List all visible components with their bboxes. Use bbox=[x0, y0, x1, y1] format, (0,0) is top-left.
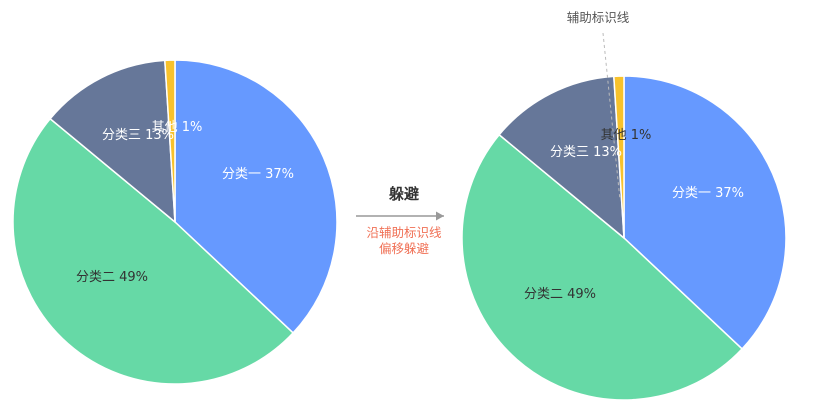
guide-line-title: 辅助标识线 bbox=[567, 10, 630, 25]
slice-other bbox=[613, 75, 625, 239]
label-category-1: 分类一 37% bbox=[672, 186, 744, 201]
transition-arrow: 躲避 沿辅助标识线 偏移躲避 bbox=[356, 185, 444, 256]
slice-category-3 bbox=[498, 75, 625, 240]
label-category-3: 分类三 13% bbox=[102, 128, 174, 143]
slice-category-2 bbox=[12, 117, 295, 385]
label-other: 其他 1% bbox=[152, 120, 203, 135]
arrow-subtitle-line-1: 沿辅助标识线 bbox=[366, 225, 442, 240]
slice-category-3 bbox=[49, 59, 176, 224]
label-category-1: 分类一 37% bbox=[222, 167, 294, 182]
guide-line bbox=[602, 32, 621, 201]
label-other: 其他 1% bbox=[601, 128, 652, 143]
label-category-3: 分类三 13% bbox=[550, 145, 622, 160]
arrow-title: 躲避 bbox=[389, 185, 419, 203]
slice-category-1 bbox=[623, 75, 787, 350]
slice-category-2 bbox=[461, 133, 744, 401]
label-category-2: 分类二 49% bbox=[76, 270, 148, 285]
arrow-head-icon bbox=[436, 211, 444, 221]
slice-category-1 bbox=[174, 59, 338, 334]
label-category-2: 分类二 49% bbox=[524, 287, 596, 302]
guide-line-annotation: 辅助标识线 bbox=[567, 10, 630, 201]
pie-chart-after: 分类一 37% 分类二 49% 分类三 13% 其他 1% bbox=[461, 75, 787, 401]
arrow-subtitle-line-2: 偏移躲避 bbox=[379, 241, 430, 256]
pie-chart-before: 分类一 37% 分类二 49% 分类三 13%其他 1% bbox=[12, 59, 338, 385]
slice-other bbox=[164, 59, 176, 223]
